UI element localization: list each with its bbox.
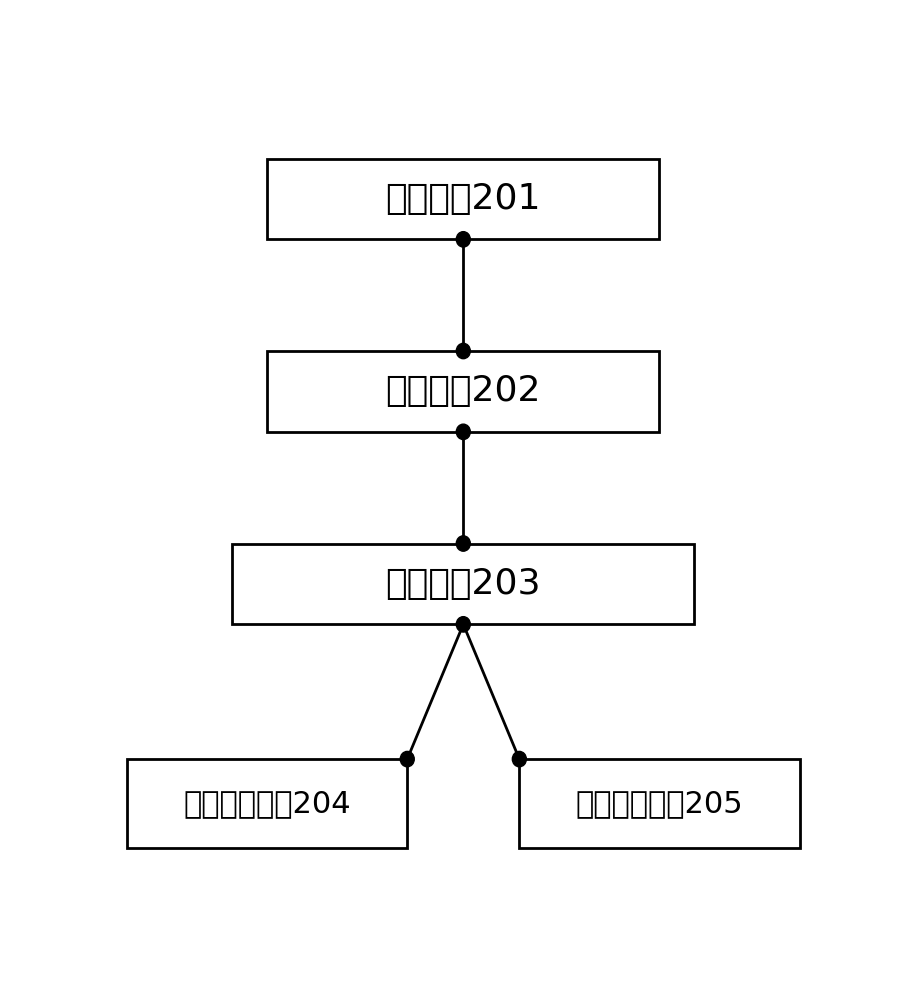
Bar (518, 759, 798, 848)
Circle shape (456, 536, 470, 551)
Circle shape (512, 751, 526, 767)
Text: 获取模块201: 获取模块201 (385, 182, 541, 216)
Bar (267, 351, 659, 432)
Text: 第二判断模块205: 第二判断模块205 (575, 789, 742, 818)
Circle shape (456, 343, 470, 359)
Circle shape (456, 617, 470, 632)
Circle shape (456, 232, 470, 247)
Text: 计算模块203: 计算模块203 (385, 567, 541, 601)
Bar (232, 544, 694, 624)
Text: 提取模块202: 提取模块202 (385, 374, 541, 408)
Circle shape (456, 424, 470, 440)
Bar (267, 158, 659, 239)
Circle shape (400, 751, 414, 767)
Text: 第一判断模块204: 第一判断模块204 (183, 789, 350, 818)
Bar (126, 759, 406, 848)
